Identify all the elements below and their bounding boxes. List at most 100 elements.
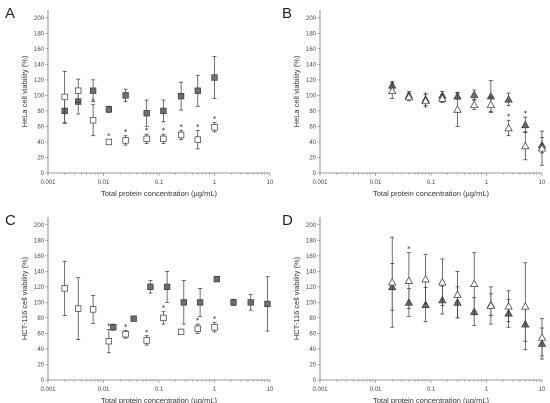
data-point	[122, 331, 129, 338]
data-point	[122, 92, 129, 99]
y-tick-label: 100	[34, 93, 45, 99]
y-axis-title: HeLa cell viability (%)	[292, 55, 301, 127]
y-tick-label: 0	[41, 171, 45, 177]
data-point	[130, 315, 137, 322]
significance-marker: *	[407, 245, 411, 253]
y-tick-label: 0	[313, 171, 317, 177]
x-tick-label: 0.1	[427, 180, 436, 186]
data-point	[421, 274, 430, 283]
y-tick-label: 80	[37, 109, 44, 115]
significance-marker: *	[145, 328, 149, 336]
x-tick-label: 1	[213, 387, 217, 393]
y-tick-label: 60	[37, 124, 44, 130]
panel-letter: A	[5, 5, 15, 22]
data-point	[521, 141, 530, 150]
panel-letter: C	[5, 212, 16, 229]
data-point	[147, 283, 154, 291]
x-axis-title: Total protein concentration (µg/mL)	[373, 189, 490, 198]
data-point	[469, 279, 479, 287]
y-axis-title: HCT-116 cell viability (%)	[292, 256, 301, 340]
data-point	[196, 299, 204, 306]
y-tick-label: 20	[309, 362, 316, 368]
data-point	[177, 93, 185, 100]
y-tick-label: 40	[309, 347, 316, 353]
y-tick-label: 140	[306, 269, 317, 275]
x-tick-label: 0.001	[40, 180, 56, 186]
y-tick-label: 0	[313, 378, 317, 384]
data-point	[537, 143, 547, 152]
data-point	[75, 305, 82, 312]
x-tick-label: 0.01	[370, 180, 382, 186]
data-point	[504, 123, 513, 132]
y-tick-label: 60	[37, 331, 44, 337]
y-tick-label: 60	[309, 331, 316, 337]
y-tick-label: 40	[37, 347, 44, 353]
data-point	[421, 300, 430, 308]
y-tick-label: 160	[306, 47, 317, 53]
data-point	[521, 301, 530, 310]
data-point	[105, 338, 113, 345]
x-tick-label: 10	[539, 387, 546, 393]
significance-marker: *	[196, 317, 200, 325]
y-tick-label: 20	[37, 155, 44, 161]
x-tick-label: 0.1	[427, 387, 436, 393]
x-tick-label: 0.1	[155, 387, 164, 393]
data-point	[194, 87, 201, 94]
data-point	[89, 87, 97, 94]
y-tick-label: 80	[309, 316, 316, 322]
series-open-triangle: *	[388, 236, 547, 357]
x-axis-title: Total protein concentration (µg/mL)	[373, 396, 490, 403]
data-point	[404, 276, 414, 284]
data-point	[453, 105, 462, 113]
x-tick-label: 1	[485, 387, 489, 393]
x-tick-label: 1	[213, 180, 217, 186]
panel-letter: D	[282, 212, 293, 229]
data-point	[160, 135, 167, 142]
y-tick-label: 80	[37, 316, 44, 322]
y-tick-label: 200	[306, 223, 317, 229]
data-point	[230, 299, 237, 306]
data-point	[61, 93, 68, 101]
y-tick-label: 180	[34, 31, 45, 37]
data-point	[504, 94, 513, 103]
y-tick-label: 200	[34, 223, 45, 229]
series-open-square: * * * * * *	[61, 260, 218, 354]
y-tick-label: 160	[306, 254, 317, 260]
data-point	[177, 131, 185, 139]
x-tick-label: 10	[267, 387, 274, 393]
chart-panel-d: D 0 20 40 60 80 100 120 140 160 180 200 0.001 0.01 0.1…	[282, 212, 547, 403]
series-open-square: * * * * * * * *	[61, 70, 218, 150]
x-tick-label: 10	[267, 180, 274, 186]
data-point	[89, 117, 97, 124]
chart-panel-a: A 0 20 40 60 80 100 120 140 160 180 200 0.001 0.01 0.1…	[5, 5, 274, 198]
data-point	[163, 283, 171, 291]
y-tick-label: 20	[309, 155, 316, 161]
data-point	[438, 94, 447, 102]
y-tick-label: 0	[41, 378, 45, 384]
y-tick-label: 160	[34, 254, 45, 260]
y-tick-label: 140	[306, 62, 317, 68]
y-tick-label: 40	[309, 140, 316, 146]
significance-marker: *	[507, 113, 511, 121]
significance-marker: *	[124, 323, 128, 331]
data-point	[180, 299, 187, 306]
y-tick-label: 140	[34, 62, 45, 68]
data-point	[143, 135, 150, 142]
y-tick-label: 160	[34, 47, 45, 53]
x-tick-label: 0.001	[312, 180, 328, 186]
data-point	[194, 136, 201, 143]
y-tick-label: 120	[306, 285, 317, 291]
data-point	[388, 86, 397, 94]
data-point	[160, 107, 167, 115]
data-point	[438, 277, 447, 286]
y-tick-label: 120	[34, 285, 45, 291]
data-point	[105, 106, 113, 113]
x-tick-label: 0.01	[98, 180, 110, 186]
data-point	[521, 120, 530, 129]
data-point	[469, 90, 479, 98]
panel-letter: B	[282, 5, 292, 22]
series-open-triangle: *	[388, 82, 547, 166]
significance-marker: *	[213, 115, 217, 123]
